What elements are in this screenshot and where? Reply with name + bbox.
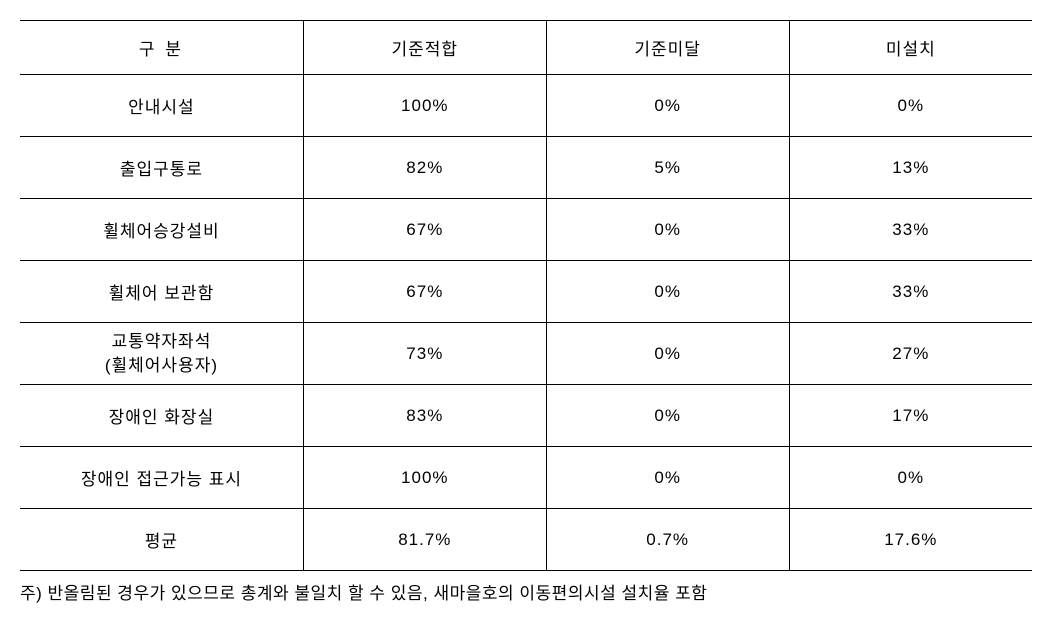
header-col2: 기준미달 bbox=[546, 21, 789, 75]
table-row: 장애인 접근가능 표시100%0%0% bbox=[20, 447, 1032, 509]
cell-col3: 17.6% bbox=[789, 509, 1032, 571]
cell-col2: 0% bbox=[546, 261, 789, 323]
cell-col2: 0% bbox=[546, 199, 789, 261]
cell-col1: 100% bbox=[303, 75, 546, 137]
table-row: 장애인 화장실83%0%17% bbox=[20, 385, 1032, 447]
cell-category: 휠체어승강설비 bbox=[20, 199, 303, 261]
cell-category-line1: 교통약자좌석 bbox=[20, 330, 303, 354]
cell-col3: 0% bbox=[789, 447, 1032, 509]
facility-table: 구 분 기준적합 기준미달 미설치 안내시설100%0%0%출입구통로82%5%… bbox=[20, 20, 1032, 571]
cell-col2: 0% bbox=[546, 385, 789, 447]
table-row: 평균81.7%0.7%17.6% bbox=[20, 509, 1032, 571]
table-header-row: 구 분 기준적합 기준미달 미설치 bbox=[20, 21, 1032, 75]
cell-category: 장애인 접근가능 표시 bbox=[20, 447, 303, 509]
cell-col1: 83% bbox=[303, 385, 546, 447]
table-row: 안내시설100%0%0% bbox=[20, 75, 1032, 137]
cell-col1: 82% bbox=[303, 137, 546, 199]
header-col1: 기준적합 bbox=[303, 21, 546, 75]
cell-col2: 0.7% bbox=[546, 509, 789, 571]
table-container: 구 분 기준적합 기준미달 미설치 안내시설100%0%0%출입구통로82%5%… bbox=[20, 20, 1032, 604]
cell-category: 평균 bbox=[20, 509, 303, 571]
cell-col3: 17% bbox=[789, 385, 1032, 447]
cell-category-line2: (휠체어사용자) bbox=[20, 354, 303, 378]
cell-col1: 73% bbox=[303, 323, 546, 385]
table-row: 출입구통로82%5%13% bbox=[20, 137, 1032, 199]
cell-category: 안내시설 bbox=[20, 75, 303, 137]
table-row: 휠체어 보관함67%0%33% bbox=[20, 261, 1032, 323]
cell-category: 장애인 화장실 bbox=[20, 385, 303, 447]
table-footnote: 주) 반올림된 경우가 있으므로 총계와 불일치 할 수 있음, 새마을호의 이… bbox=[20, 579, 1032, 604]
header-category: 구 분 bbox=[20, 21, 303, 75]
cell-category: 교통약자좌석(휠체어사용자) bbox=[20, 323, 303, 385]
cell-col2: 0% bbox=[546, 75, 789, 137]
cell-col3: 27% bbox=[789, 323, 1032, 385]
cell-category: 휠체어 보관함 bbox=[20, 261, 303, 323]
cell-col2: 0% bbox=[546, 447, 789, 509]
table-body: 안내시설100%0%0%출입구통로82%5%13%휠체어승강설비67%0%33%… bbox=[20, 75, 1032, 571]
table-row: 교통약자좌석(휠체어사용자)73%0%27% bbox=[20, 323, 1032, 385]
header-col3: 미설치 bbox=[789, 21, 1032, 75]
cell-col3: 33% bbox=[789, 261, 1032, 323]
cell-col1: 81.7% bbox=[303, 509, 546, 571]
cell-col1: 100% bbox=[303, 447, 546, 509]
cell-col3: 13% bbox=[789, 137, 1032, 199]
table-row: 휠체어승강설비67%0%33% bbox=[20, 199, 1032, 261]
cell-col3: 0% bbox=[789, 75, 1032, 137]
cell-category: 출입구통로 bbox=[20, 137, 303, 199]
cell-col1: 67% bbox=[303, 199, 546, 261]
cell-col2: 0% bbox=[546, 323, 789, 385]
cell-col1: 67% bbox=[303, 261, 546, 323]
cell-col2: 5% bbox=[546, 137, 789, 199]
cell-col3: 33% bbox=[789, 199, 1032, 261]
header-category-label: 구 분 bbox=[139, 40, 184, 59]
